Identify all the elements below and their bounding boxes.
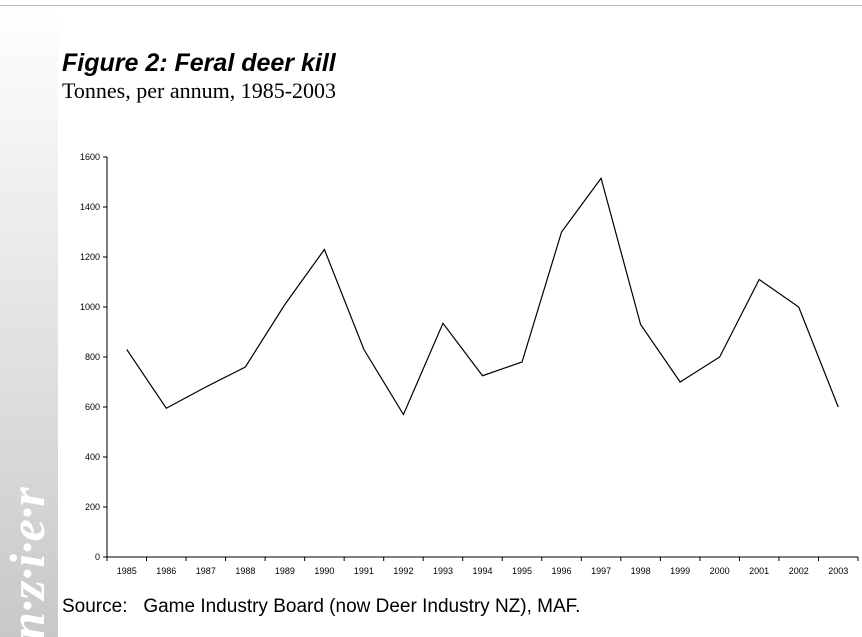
x-tick-label: 1992	[393, 566, 413, 576]
watermark: n·z·i·e·r	[0, 487, 55, 637]
x-tick-label: 1987	[196, 566, 216, 576]
x-tick-label: 1998	[631, 566, 651, 576]
x-tick-label: 2003	[828, 566, 848, 576]
x-tick-label: 2000	[710, 566, 730, 576]
y-tick-label: 400	[85, 452, 100, 462]
y-tick-label: 0	[95, 552, 100, 562]
data-line	[126, 176, 839, 416]
x-tick-label: 1997	[591, 566, 611, 576]
side-strip	[0, 6, 58, 637]
chart-title: Figure 2: Feral deer kill	[62, 49, 337, 77]
y-tick-label: 1400	[80, 202, 100, 212]
x-tick-label: 1994	[472, 566, 492, 576]
x-tick-label: 1988	[235, 566, 255, 576]
x-tick-label: 1993	[433, 566, 453, 576]
y-tick-label: 800	[85, 352, 100, 362]
x-tick-label: 1999	[670, 566, 690, 576]
y-tick-label: 200	[85, 502, 100, 512]
y-tick-label: 1000	[80, 302, 100, 312]
x-tick-label: 1989	[275, 566, 295, 576]
x-tick-label: 1986	[156, 566, 176, 576]
y-tick-label: 1200	[80, 252, 100, 262]
y-tick-label: 1600	[80, 152, 100, 162]
x-tick-label: 2002	[789, 566, 809, 576]
source-note: Source: Game Industry Board (now Deer In…	[62, 596, 580, 617]
x-tick-label: 2001	[749, 566, 769, 576]
chart-subtitle: Tonnes, per annum, 1985-2003	[62, 78, 336, 103]
x-tick-label: 1990	[314, 566, 334, 576]
x-tick-label: 1985	[117, 566, 137, 576]
x-tick-label: 1995	[512, 566, 532, 576]
x-tick-label: 1996	[552, 566, 572, 576]
y-tick-label: 600	[85, 402, 100, 412]
x-tick-label: 1991	[354, 566, 374, 576]
